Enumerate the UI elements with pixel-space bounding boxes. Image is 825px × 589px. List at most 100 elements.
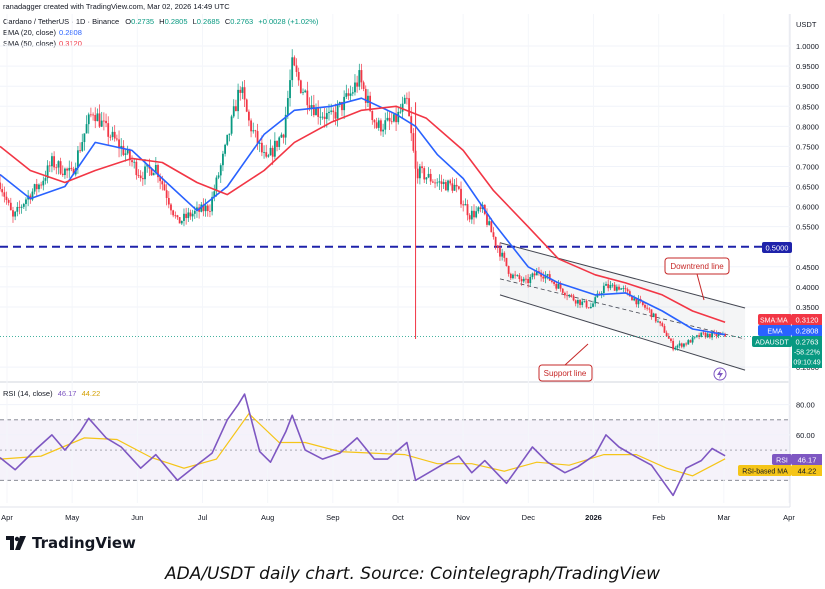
candle-body bbox=[531, 273, 534, 278]
candle-body bbox=[564, 292, 566, 296]
candle-body bbox=[390, 121, 393, 123]
candle-body bbox=[85, 124, 88, 134]
candle-body bbox=[589, 306, 592, 309]
lightning-icon[interactable] bbox=[713, 367, 727, 381]
candle-body bbox=[490, 221, 493, 233]
candle-body bbox=[72, 168, 75, 175]
candle-body bbox=[349, 93, 352, 96]
candle-body bbox=[377, 120, 380, 128]
candle-body bbox=[507, 265, 510, 274]
candle-body bbox=[605, 284, 607, 286]
candle-body bbox=[193, 210, 196, 214]
candle-body bbox=[263, 152, 265, 153]
candle-body bbox=[648, 308, 651, 310]
candle-body bbox=[124, 153, 127, 155]
candle-body bbox=[503, 252, 506, 258]
candle-body bbox=[64, 168, 66, 176]
candle-body bbox=[310, 105, 313, 108]
candle-body bbox=[304, 90, 307, 93]
candle-body bbox=[557, 284, 560, 289]
candle-body bbox=[501, 252, 504, 257]
candle-body bbox=[319, 116, 322, 118]
time-tick-label: Apr bbox=[783, 513, 795, 522]
candle-body bbox=[167, 197, 170, 205]
price-chart: ranadagger created with TradingView.com,… bbox=[0, 2, 822, 522]
candle-body bbox=[105, 120, 107, 124]
candle-body bbox=[717, 334, 720, 336]
candle-body bbox=[698, 335, 700, 337]
candle-body bbox=[70, 167, 73, 169]
candle-body bbox=[364, 88, 367, 103]
candle-body bbox=[211, 196, 214, 212]
candle-body bbox=[492, 232, 495, 237]
candle-body bbox=[380, 120, 382, 132]
candle-body bbox=[670, 338, 672, 341]
candle-body bbox=[122, 145, 125, 155]
candle-body bbox=[356, 82, 359, 87]
candle-body bbox=[1, 189, 4, 193]
candle-body bbox=[172, 210, 175, 216]
tradingview-wordmark: TradingView bbox=[32, 534, 136, 552]
candle-body bbox=[449, 180, 452, 184]
sma-badge: SMA:MA 0.3120 bbox=[758, 314, 822, 325]
candle-body bbox=[237, 89, 239, 112]
candle-body bbox=[154, 164, 157, 174]
price-badge: ADAUSDT 0.2763 -58.22% 09:10:49 bbox=[752, 336, 822, 368]
candle-body bbox=[529, 277, 532, 284]
candle-body bbox=[61, 173, 64, 176]
candle-body bbox=[165, 190, 168, 198]
svg-text:46.17: 46.17 bbox=[798, 456, 817, 465]
candle-body bbox=[96, 113, 99, 122]
candle-body bbox=[81, 142, 84, 151]
time-tick-label: Apr bbox=[1, 513, 13, 522]
candle-body bbox=[488, 221, 491, 225]
candle-body bbox=[7, 200, 10, 203]
candle-body bbox=[628, 291, 631, 297]
candle-body bbox=[451, 183, 454, 191]
candle-body bbox=[516, 275, 519, 277]
candle-body bbox=[206, 205, 209, 212]
candle-body bbox=[457, 186, 460, 189]
candle-body bbox=[241, 87, 244, 93]
candle-body bbox=[269, 147, 272, 156]
svg-text:0.2763: 0.2763 bbox=[796, 338, 819, 347]
candle-body bbox=[239, 89, 242, 93]
candle-body bbox=[243, 87, 246, 100]
candle-body bbox=[135, 161, 138, 176]
time-tick-label: Aug bbox=[261, 513, 274, 522]
candle-body bbox=[626, 289, 629, 292]
candle-body bbox=[646, 307, 649, 309]
price-tick-label: 0.6500 bbox=[796, 183, 819, 192]
candle-body bbox=[618, 286, 620, 290]
candle-body bbox=[256, 131, 259, 144]
tradingview-logo-icon bbox=[6, 536, 26, 550]
price-tick-label: 0.5500 bbox=[796, 223, 819, 232]
candle-body bbox=[224, 144, 226, 154]
time-tick-label: Nov bbox=[456, 513, 470, 522]
candle-body bbox=[592, 303, 594, 307]
candle-body bbox=[706, 333, 709, 338]
candle-body bbox=[674, 347, 677, 350]
candle-body bbox=[113, 131, 116, 139]
candle-body bbox=[466, 204, 469, 216]
candle-body bbox=[3, 192, 6, 197]
candle-body bbox=[295, 65, 298, 72]
candle-body bbox=[393, 114, 395, 122]
candle-body bbox=[18, 206, 21, 208]
candle-body bbox=[540, 272, 542, 277]
candle-body bbox=[258, 142, 261, 144]
candle-body bbox=[473, 210, 475, 218]
axis-labels: 1.0000 0.9500 0.9000 0.8500 0.8000 0.7500 0.70… bbox=[1, 42, 819, 522]
svg-text:Downtrend line: Downtrend line bbox=[670, 262, 724, 271]
candle-body bbox=[57, 161, 60, 168]
price-tick-label: 0.4000 bbox=[796, 283, 819, 292]
candle-body bbox=[561, 288, 564, 293]
candle-body bbox=[98, 113, 101, 127]
time-tick-label: May bbox=[65, 513, 79, 522]
candle-body bbox=[533, 273, 536, 276]
candle-body bbox=[397, 111, 400, 123]
candle-body bbox=[520, 279, 523, 282]
candle-body bbox=[551, 280, 553, 282]
candle-body bbox=[59, 161, 62, 174]
tradingview-logo[interactable]: TradingView bbox=[6, 534, 136, 552]
